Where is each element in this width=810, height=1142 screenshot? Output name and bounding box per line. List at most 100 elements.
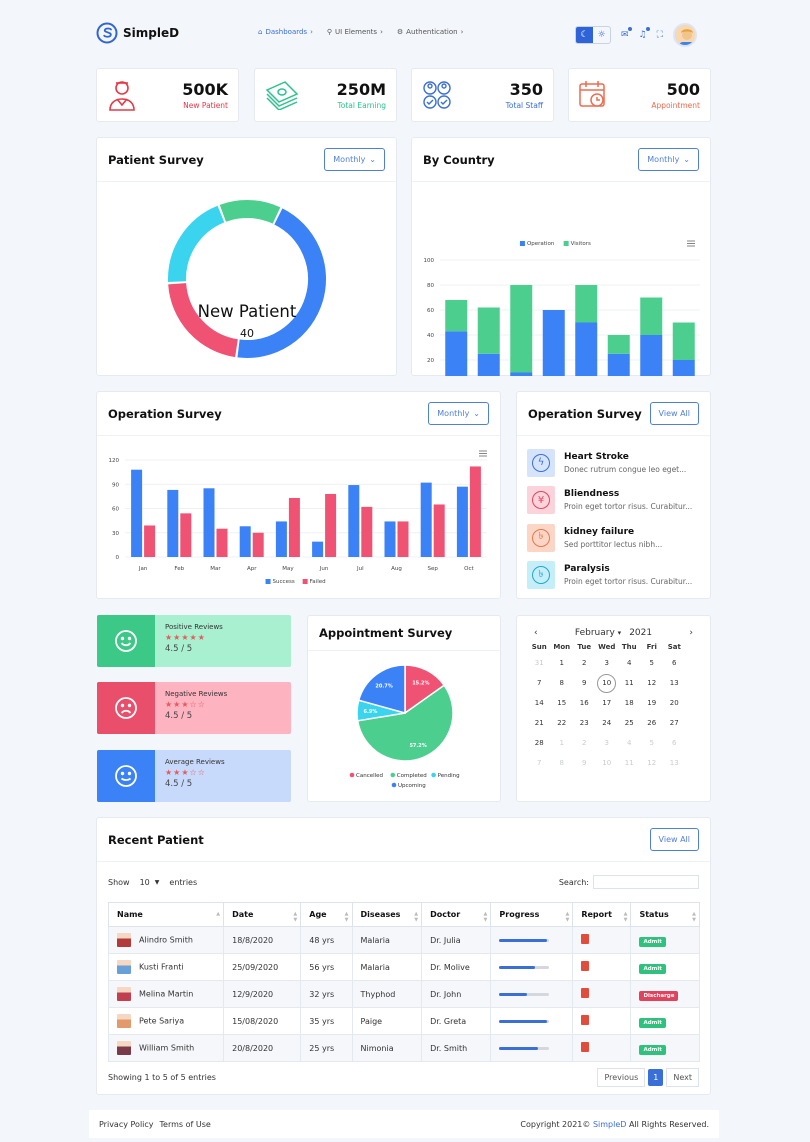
theme-toggle[interactable]: ☾ ☼: [575, 26, 611, 44]
calendar-prev-icon[interactable]: ‹: [534, 628, 538, 638]
calendar-day[interactable]: 20: [669, 699, 679, 707]
calendar-day[interactable]: 28: [534, 739, 544, 747]
table-row[interactable]: Pete Sariya 15/08/2020 35 yrs Paige Dr. …: [107, 1007, 700, 1035]
patient-survey-filter[interactable]: Monthly ⌄: [324, 148, 385, 171]
operation-item[interactable]: ৳ kidney failure Sed porttitor lectus nibh…: [527, 519, 700, 557]
pdf-icon[interactable]: [581, 961, 590, 971]
mail-icon[interactable]: ✉: [621, 27, 632, 40]
calendar-day[interactable]: 24: [602, 719, 612, 727]
sun-icon[interactable]: ☼: [597, 30, 606, 40]
calendar-next-icon[interactable]: ›: [689, 628, 693, 638]
calendar-day[interactable]: 1: [559, 739, 564, 747]
calendar-day[interactable]: 17: [602, 699, 612, 707]
calendar-day[interactable]: 6: [672, 739, 677, 747]
table-row[interactable]: Kusti Franti 25/09/2020 56 yrs Malaria D…: [107, 953, 700, 981]
calendar-day[interactable]: 31: [534, 659, 544, 667]
view-all-patients-button[interactable]: View All: [649, 828, 699, 851]
column-header-date[interactable]: Date ▲ ▼: [223, 902, 302, 927]
pagination-page-1[interactable]: 1: [648, 1069, 664, 1086]
calendar-day[interactable]: 1: [559, 659, 564, 667]
operation-item[interactable]: ϟ Heart Stroke Donec rutrum congue leo ege…: [527, 444, 700, 482]
calendar-day[interactable]: 19: [647, 699, 657, 707]
calendar-day[interactable]: 10: [596, 673, 619, 693]
calendar-day[interactable]: 4: [627, 659, 632, 667]
calendar-day[interactable]: 22: [557, 719, 567, 727]
calendar-day[interactable]: 11: [624, 679, 634, 687]
column-header-name[interactable]: Name ▲: [107, 902, 225, 927]
operation-subtitle: Donec rutrum congue leo eget...: [564, 464, 687, 474]
operation-survey-filter[interactable]: Monthly ⌄: [428, 402, 489, 425]
calendar-day[interactable]: 12: [647, 759, 657, 767]
pdf-icon[interactable]: [581, 1015, 590, 1025]
calendar-day[interactable]: 5: [649, 739, 654, 747]
view-all-operations-button[interactable]: View All: [649, 402, 699, 425]
operation-item[interactable]: ৳ Paralysis Proin eget tortor risus. Curab…: [527, 557, 700, 595]
calendar-day[interactable]: 14: [534, 699, 544, 707]
column-header-diseases[interactable]: Diseases ▲ ▼: [351, 902, 423, 927]
pdf-icon[interactable]: [581, 1042, 590, 1052]
table-row[interactable]: William Smith 20/8/2020 25 yrs Nimonia D…: [107, 1034, 700, 1062]
calendar-day[interactable]: 23: [579, 719, 589, 727]
calendar-day[interactable]: 7: [537, 759, 542, 767]
calendar-day[interactable]: 2: [582, 739, 587, 747]
calendar-day[interactable]: 15: [557, 699, 567, 707]
calendar-day[interactable]: 26: [647, 719, 657, 727]
user-avatar[interactable]: [672, 23, 697, 47]
calendar-day[interactable]: 9: [582, 759, 587, 767]
nav-dashboards[interactable]: ⌂ Dashboards ›: [258, 28, 313, 36]
patient-disease: Malaria: [351, 953, 423, 981]
calendar-day[interactable]: 8: [559, 759, 564, 767]
pagination-previous[interactable]: Previous: [597, 1068, 646, 1087]
fullscreen-icon[interactable]: ⛶: [656, 30, 663, 40]
calendar-day[interactable]: 18: [624, 699, 634, 707]
nav-authentication[interactable]: ⚙ Authentication ›: [396, 28, 464, 36]
search-input[interactable]: [593, 875, 699, 889]
calendar-day[interactable]: 6: [672, 659, 677, 667]
privacy-policy-link[interactable]: Privacy Policy: [99, 1119, 154, 1129]
pdf-icon[interactable]: [581, 988, 590, 998]
brand-logo[interactable]: SimpleD: [96, 22, 179, 44]
column-header-progress[interactable]: Progress ▲ ▼: [490, 902, 574, 927]
calendar-day[interactable]: 16: [579, 699, 589, 707]
pagination-next[interactable]: Next: [666, 1068, 699, 1087]
stat-total-staff: 350 Total Staff: [411, 68, 554, 122]
calendar-day[interactable]: 10: [602, 759, 612, 767]
calendar-day[interactable]: 13: [669, 679, 679, 687]
terms-of-use-link[interactable]: Terms of Use: [159, 1119, 211, 1129]
calendar-day[interactable]: 27: [669, 719, 679, 727]
footer-brand-link[interactable]: SimpleD: [592, 1119, 627, 1129]
bell-icon[interactable]: ♫: [639, 27, 650, 40]
calendar-day[interactable]: 21: [534, 719, 544, 727]
table-row[interactable]: Melina Martin 12/9/2020 32 yrs Thyphod D…: [107, 980, 700, 1008]
nav-ui-elements[interactable]: ⚲ UI Elements ›: [326, 28, 383, 36]
bar-visitors: [445, 300, 468, 332]
column-header-age[interactable]: Age ▲ ▼: [300, 902, 353, 927]
entries-select[interactable]: 10 ▼: [139, 877, 160, 887]
moon-icon[interactable]: ☾: [576, 27, 593, 43]
operation-title: Heart Stroke: [564, 451, 629, 462]
calendar-day[interactable]: 13: [669, 759, 679, 767]
column-header-report[interactable]: Report ▲ ▼: [572, 902, 632, 927]
calendar-day[interactable]: 2: [582, 659, 587, 667]
calendar-day[interactable]: 12: [647, 679, 657, 687]
column-header-status[interactable]: Status ▲ ▼: [630, 902, 700, 927]
pdf-icon[interactable]: [581, 934, 590, 944]
legend-label: Pending: [438, 773, 460, 779]
calendar-day[interactable]: 25: [624, 719, 634, 727]
calendar-day[interactable]: 3: [604, 739, 609, 747]
calendar-day[interactable]: 4: [627, 739, 632, 747]
bar-failed: [325, 493, 337, 557]
calendar-day[interactable]: 7: [537, 679, 542, 687]
calendar-year[interactable]: 2021: [629, 628, 653, 638]
calendar-day[interactable]: 11: [624, 759, 634, 767]
calendar-month-select[interactable]: February ▾: [574, 628, 622, 638]
calendar-day[interactable]: 5: [649, 659, 654, 667]
operation-item[interactable]: ¥ Bliendness Proin eget tortor risus. Cura…: [527, 482, 700, 520]
calendar-day[interactable]: 9: [582, 679, 587, 687]
chevron-down-icon: ⌄: [369, 155, 376, 164]
column-header-doctor[interactable]: Doctor ▲ ▼: [421, 902, 492, 927]
calendar-day[interactable]: 3: [604, 659, 609, 667]
calendar-day[interactable]: 8: [559, 679, 564, 687]
table-row[interactable]: Alindro Smith 18/8/2020 48 yrs Malaria D…: [107, 926, 700, 954]
by-country-filter[interactable]: Monthly ⌄: [638, 148, 699, 171]
